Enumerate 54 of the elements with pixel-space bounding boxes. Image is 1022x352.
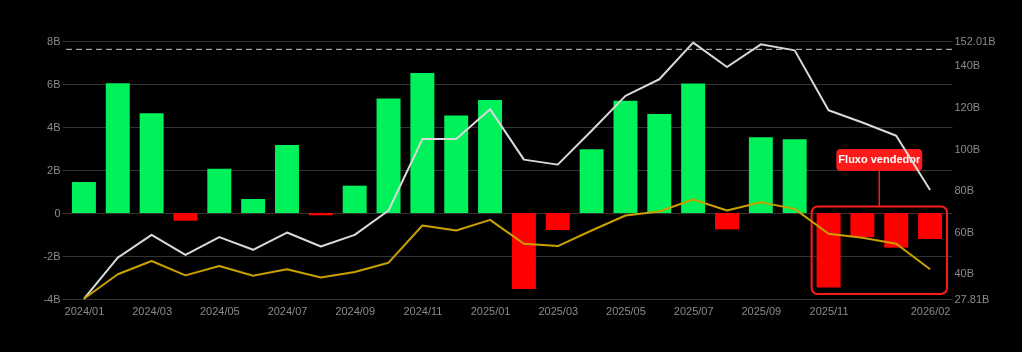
y-tick-label: 0 [54,206,61,219]
bar [613,100,638,213]
bar [545,213,570,230]
y2-tick-label: 152.01B [954,34,996,47]
bar [579,149,604,213]
bar [444,115,469,213]
bar [850,213,875,238]
bar [715,213,739,230]
bar [376,98,401,213]
x-tick-label: 2025/09 [741,304,782,317]
bar [748,137,773,213]
x-tick-label: 2024/07 [267,304,308,317]
y-tick-label: -2B [43,249,61,262]
bar [647,114,672,213]
y-tick-label: 4B [47,120,61,133]
x-tick-label: 2024/05 [199,304,240,317]
y2-tick-label: 80B [954,184,975,197]
line-series [82,198,932,300]
y-tick-label: 6B [47,77,61,90]
y2-tick-label: 100B [954,142,981,155]
bar [410,73,435,213]
x-tick-label: 2025/11 [809,304,849,317]
bar [884,213,909,248]
x-tick-label: 2024/01 [64,304,105,317]
x-tick-label: 2024/09 [335,304,376,317]
y-tick-label: 8B [47,34,61,47]
bar [342,185,367,213]
bar [681,83,706,213]
x-tick-label: 2026/02 [910,304,951,317]
y2-tick-label: 60B [954,225,975,238]
bar [139,113,164,213]
bar [105,83,130,213]
bar [816,213,841,288]
bar [71,182,96,213]
y2-tick-label: 120B [954,100,981,113]
x-tick-label: 2024/11 [403,304,443,317]
y2-tick-label: 40B [954,267,975,280]
bar [241,199,266,213]
bar [478,99,503,213]
y-tick-label: -4B [43,292,61,305]
x-tick-label: 2025/05 [606,304,646,317]
y2-tick-label: 27.81B [954,292,990,305]
y-tick-label: 2B [47,163,61,176]
y2-tick-label: 140B [954,59,981,72]
x-tick-label: 2024/03 [132,304,172,317]
bar [207,168,232,213]
bar [782,139,807,213]
x-tick-label: 2025/01 [470,304,511,317]
bar [511,213,536,289]
bar [275,145,299,213]
bar [173,213,198,221]
x-tick-label: 2025/03 [538,304,579,317]
bar [918,213,943,240]
x-tick-label: 2025/07 [673,304,714,317]
